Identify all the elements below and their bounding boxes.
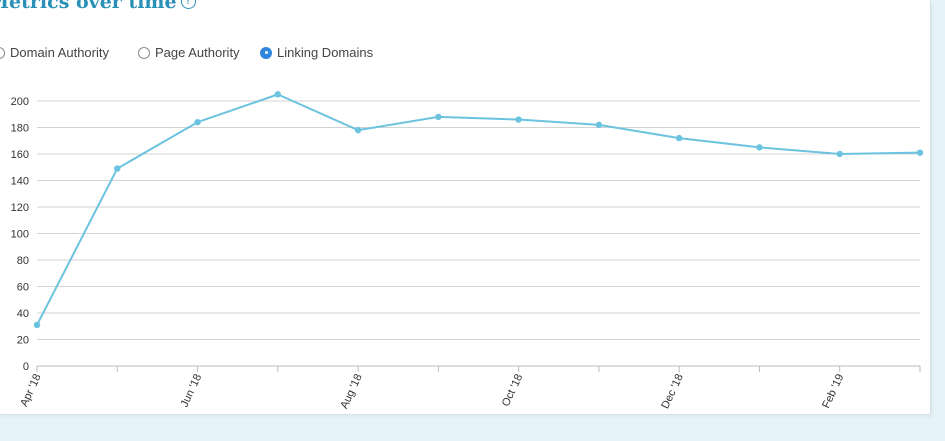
section-title-text: Metrics over time: [0, 0, 177, 13]
data-point[interactable]: [435, 113, 442, 121]
y-tick-label: 120: [11, 202, 29, 214]
data-point[interactable]: [194, 119, 201, 126]
x-tick-label: Jun '18: [179, 372, 205, 409]
linking-domains-chart: 0 20 40 60 80 100 120 140 160 180 200 Apr '18 Jun '1…: [11, 91, 924, 411]
series-line: [36, 93, 921, 326]
y-tick-label: 20: [17, 335, 29, 347]
y-tick-label: 160: [11, 149, 29, 161]
data-point[interactable]: [274, 91, 282, 98]
data-point[interactable]: [675, 134, 683, 142]
x-tick-label: Aug '18: [338, 372, 364, 411]
data-point[interactable]: [756, 144, 763, 151]
y-tick-label: 0: [23, 361, 29, 373]
radio-linking-domains[interactable]: Linking Domains: [260, 45, 373, 60]
radio-label: Page Authority: [155, 45, 240, 60]
data-point[interactable]: [33, 321, 41, 329]
radio-page-authority[interactable]: Page Authority: [138, 45, 240, 60]
x-tick-label: Dec '18: [659, 372, 685, 411]
data-point[interactable]: [114, 165, 121, 172]
radio-label: Domain Authority: [10, 45, 109, 60]
data-point[interactable]: [515, 116, 522, 123]
radio-domain-authority[interactable]: Domain Authority: [0, 45, 109, 60]
y-tick-label: 200: [11, 96, 29, 108]
data-point[interactable]: [836, 150, 843, 158]
data-point[interactable]: [916, 149, 924, 156]
y-tick-label: 100: [11, 229, 29, 241]
y-tick-label: 40: [17, 308, 29, 320]
metrics-card: Metrics over time? Domain Authority Page…: [0, 0, 931, 415]
x-tick-label: Feb '19: [820, 372, 846, 410]
question-circle-icon[interactable]: ?: [180, 0, 196, 9]
x-tick-label: Apr '18: [18, 372, 43, 408]
data-point[interactable]: [595, 121, 603, 129]
data-point[interactable]: [354, 126, 362, 134]
y-tick-label: 60: [17, 282, 29, 294]
radio-button-selected-icon[interactable]: [260, 46, 272, 59]
y-tick-label: 180: [11, 123, 29, 135]
y-tick-label: 80: [17, 255, 29, 267]
radio-label: Linking Domains: [277, 45, 374, 60]
x-tick-label: Oct '18: [500, 372, 525, 408]
section-title: Metrics over time?: [0, 0, 196, 13]
radio-button-icon[interactable]: [138, 46, 150, 59]
y-tick-label: 140: [11, 176, 29, 188]
